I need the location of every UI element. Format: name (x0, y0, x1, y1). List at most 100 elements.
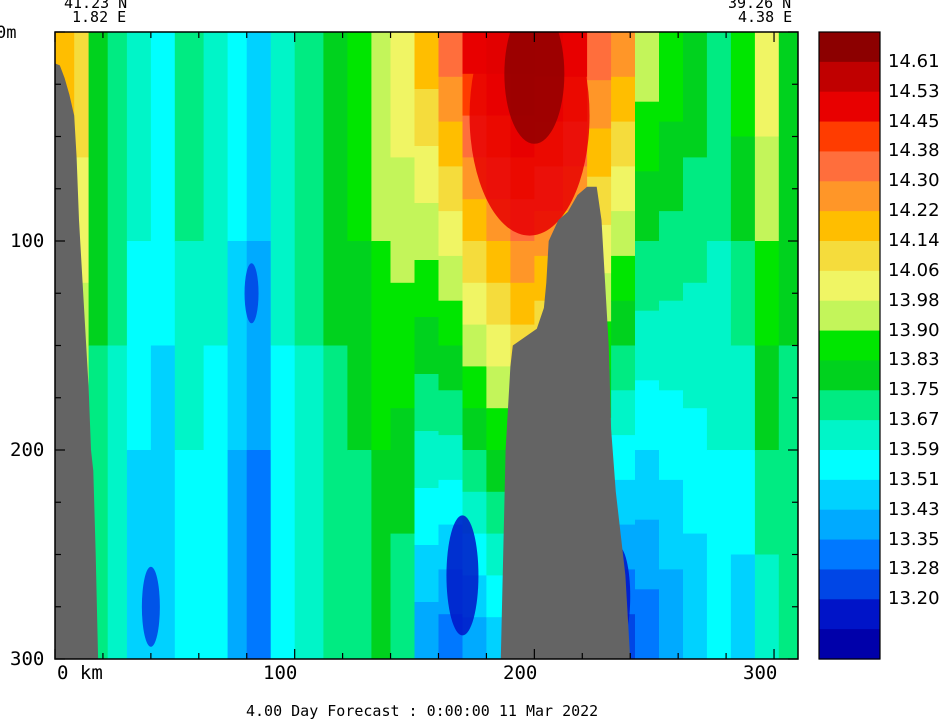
field-cell (778, 32, 798, 347)
field-cell (611, 211, 636, 257)
y-tick-label-100: 100 (10, 230, 45, 252)
field-cell (390, 157, 416, 284)
field-cell (730, 345, 756, 451)
field-cell (659, 479, 684, 571)
field-cell (414, 89, 440, 147)
field-cell (635, 32, 660, 103)
field-cell (323, 345, 349, 659)
field-cell (126, 32, 152, 242)
colorbar-label: 14.53 (888, 80, 940, 102)
colorbar-label: 13.75 (888, 379, 940, 401)
field-cell (510, 282, 536, 326)
field-cell (438, 390, 464, 436)
field-cell (390, 533, 416, 659)
x-tick-label-0: 0 km (57, 662, 103, 684)
field-cell (611, 345, 636, 392)
field-cell (462, 241, 488, 284)
corner-left-lat: 41.23 N (64, 0, 128, 12)
field-cell (730, 136, 756, 242)
field-cell (390, 32, 416, 159)
colorbar-swatch-17 (819, 539, 880, 571)
field-cell (754, 241, 780, 347)
field-cell (414, 545, 440, 603)
field-cell (730, 450, 756, 556)
field-cell (107, 345, 128, 659)
field-cell (730, 554, 756, 659)
field-cell (88, 32, 109, 347)
field-cell (659, 32, 684, 123)
colorbar-swatch-1 (819, 61, 880, 93)
y-tick-label-0: 0m (0, 23, 17, 43)
field-cell (635, 519, 660, 591)
axis-ticks (54, 31, 798, 660)
field-cell (294, 32, 325, 347)
forecast-footer: 4.00 Day Forecast : 0:00:00 11 Mar 2022 (246, 702, 599, 720)
field-cell (390, 408, 416, 535)
field-cell (754, 32, 780, 138)
colorbar-label: 13.35 (888, 528, 940, 550)
field-cell (414, 431, 440, 489)
field-cell (270, 345, 296, 659)
field-cell (683, 282, 708, 409)
colorbar-swatch-2 (819, 91, 880, 123)
cold-pocket (244, 263, 259, 324)
field-cell (659, 569, 684, 659)
field-cell (438, 345, 464, 392)
field-cell (246, 32, 272, 242)
field-cell (635, 241, 660, 312)
field-cell (462, 366, 488, 409)
field-cell (635, 310, 660, 382)
field-cell (414, 260, 440, 318)
field-cell (611, 300, 636, 347)
field-cell (706, 450, 732, 659)
colorbar-swatch-14 (819, 450, 880, 481)
colorbar-label: 13.20 (888, 588, 940, 610)
colorbar-label: 14.38 (888, 140, 940, 162)
colorbar-swatch-8 (819, 270, 880, 302)
field-cell (227, 450, 248, 659)
field-cell (462, 282, 488, 326)
field-cell (371, 32, 392, 242)
warm-core-inner (504, 32, 565, 144)
field-cell (462, 199, 488, 242)
colorbar-frame (818, 31, 881, 660)
colorbar-label: 13.98 (888, 289, 940, 311)
field-cell (347, 450, 373, 659)
colorbar-label: 13.51 (888, 468, 940, 490)
colorbar-label: 13.67 (888, 409, 940, 431)
corner-right-lat: 39.26 N (728, 0, 792, 12)
colorbar-swatch-3 (819, 121, 880, 153)
x-tick-label-100: 100 (263, 662, 298, 684)
field-cell (438, 32, 464, 78)
field-cell (611, 435, 636, 481)
colorbar (819, 32, 880, 660)
field-cell (174, 32, 205, 242)
colorbar-swatch-0 (819, 32, 880, 63)
field-cell (683, 533, 708, 659)
field-cell (611, 32, 636, 78)
field-cell (587, 128, 612, 178)
field-cell (611, 390, 636, 436)
field-cell (587, 32, 612, 81)
field-cell (754, 554, 780, 659)
colorbar-swatch-19 (819, 599, 880, 630)
field-cell (486, 324, 512, 368)
colorbar-swatch-15 (819, 479, 880, 511)
field-cell (371, 241, 392, 451)
colorbar-swatch-7 (819, 241, 880, 272)
y-tick-label-200: 200 (10, 439, 45, 461)
field-cell (414, 602, 440, 659)
x-tick-label-200: 200 (503, 662, 538, 684)
colorbar-label: 13.59 (888, 439, 940, 460)
colorbar-swatch-20 (819, 629, 880, 660)
field-cell (347, 241, 373, 451)
field-cell (635, 171, 660, 242)
field-cell (126, 241, 152, 451)
field-cell (462, 408, 488, 451)
field-cell (462, 450, 488, 493)
colorbar-label: 13.90 (888, 319, 940, 341)
field-cell (203, 32, 229, 347)
field-cell (683, 157, 708, 284)
y-tick-label-300: 300 (10, 648, 45, 670)
